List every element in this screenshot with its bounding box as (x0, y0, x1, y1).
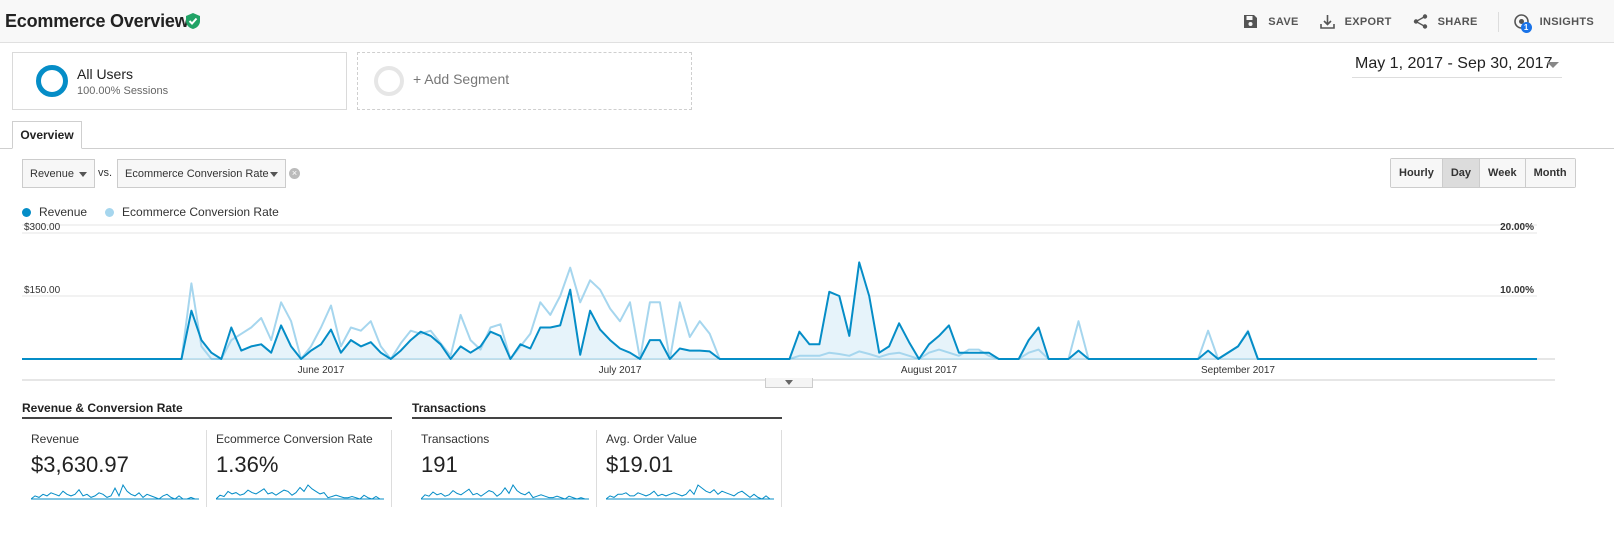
chart-legend: Revenue Ecommerce Conversion Rate (22, 205, 297, 219)
scorecard-conversion-rate[interactable]: Ecommerce Conversion Rate 1.36% (207, 430, 392, 507)
sparkline (421, 484, 589, 500)
save-button[interactable]: SAVE (1242, 13, 1298, 30)
scorecard-transactions[interactable]: Transactions 191 (412, 430, 597, 507)
x-axis-tick-label: September 2017 (1201, 365, 1275, 376)
scorecard-group-title: Transactions (412, 401, 782, 419)
x-axis-tick-label: June 2017 (298, 365, 345, 376)
legend-item-revenue: Revenue (22, 205, 87, 219)
actions-divider (1497, 11, 1499, 32)
verified-shield-icon (186, 13, 200, 29)
x-axis-tick-label: July 2017 (599, 365, 642, 376)
chevron-down-icon (79, 172, 87, 177)
scorecard-label: Ecommerce Conversion Rate (216, 432, 373, 446)
revenue-conversion-chart: $150.00 $300.00 10.00% 20.00% June 2017 July … (22, 222, 1555, 381)
time-granularity-toggle: Hourly Day Week Month (1390, 158, 1576, 188)
sparkline (31, 483, 199, 500)
scorecard-avg-order-value[interactable]: Avg. Order Value $19.01 (597, 430, 782, 507)
legend-label-revenue: Revenue (39, 205, 88, 219)
toggle-hourly[interactable]: Hourly (1391, 159, 1443, 187)
primary-metric-dropdown[interactable]: Revenue (22, 159, 95, 188)
scorecard-value: $19.01 (606, 452, 674, 477)
clear-secondary-metric-icon[interactable]: × (289, 168, 300, 179)
share-button[interactable]: SHARE (1412, 13, 1478, 30)
toggle-month[interactable]: Month (1525, 159, 1575, 187)
report-header: Ecommerce Overview SAVE EXPORT SHARE 1 I… (0, 0, 1614, 43)
sparkline (216, 484, 384, 500)
tab-divider (0, 148, 1614, 149)
revenue-area (22, 262, 1537, 359)
right-axis-tick-label: 10.00% (1500, 285, 1534, 296)
toggle-day[interactable]: Day (1442, 159, 1481, 187)
chevron-down-icon (1547, 62, 1559, 68)
scorecard-value: 1.36% (216, 452, 279, 477)
date-range-picker[interactable]: May 1, 2017 - Sep 30, 2017 (1352, 54, 1562, 78)
toggle-week[interactable]: Week (1480, 159, 1526, 187)
scorecard-revenue[interactable]: Revenue $3,630.97 (22, 430, 207, 507)
conversion-rate-line (22, 266, 1537, 360)
sparkline-path (421, 484, 589, 500)
left-axis-tick-label: $300.00 (24, 222, 61, 233)
revenue-line (22, 261, 1537, 360)
legend-label-conversion: Ecommerce Conversion Rate (122, 205, 279, 219)
secondary-metric-dropdown[interactable]: Ecommerce Conversion Rate (117, 159, 286, 188)
export-label: EXPORT (1344, 15, 1392, 28)
left-axis-tick-label: $150.00 (24, 285, 61, 296)
export-button[interactable]: EXPORT (1319, 13, 1392, 30)
insights-badge: 1 (1520, 21, 1532, 33)
date-range-label: May 1, 2017 - Sep 30, 2017 (1355, 55, 1553, 72)
add-segment-button[interactable]: + Add Segment (357, 52, 692, 110)
share-icon (1413, 14, 1427, 29)
save-icon (1244, 15, 1258, 28)
insights-label: INSIGHTS (1539, 15, 1594, 28)
right-axis-tick-label: 20.00% (1500, 222, 1534, 233)
legend-dot-conversion (105, 207, 115, 217)
add-segment-label: + Add Segment (413, 71, 510, 87)
scorecard-label: Avg. Order Value (606, 432, 697, 446)
tab-overview[interactable]: Overview (12, 121, 82, 149)
insights-icon-wrap: 1 (1513, 13, 1532, 33)
export-icon (1319, 15, 1335, 29)
segment-sessions: 100.00% Sessions (77, 85, 169, 97)
collapse-chart-handle[interactable] (765, 378, 813, 388)
empty-segment-ring-icon (374, 66, 404, 96)
share-label: SHARE (1437, 15, 1478, 28)
x-axis-tick-label: August 2017 (901, 365, 958, 376)
sparkline-path (31, 483, 199, 500)
header-actions: SAVE EXPORT SHARE 1 INSIGHTS (1242, 0, 1614, 43)
primary-metric-label: Revenue (30, 168, 75, 180)
segment-name: All Users (77, 66, 134, 82)
scorecard-label: Transactions (421, 432, 490, 446)
sparkline-path (606, 484, 774, 500)
scorecard-label: Revenue (31, 432, 80, 446)
insights-button[interactable]: 1 INSIGHTS (1513, 13, 1594, 33)
chevron-down-icon (270, 172, 278, 177)
vs-label: vs. (98, 167, 113, 179)
secondary-metric-label: Ecommerce Conversion Rate (125, 168, 269, 180)
page-title: Ecommerce Overview (5, 11, 189, 31)
segment-ring-icon (36, 65, 68, 97)
legend-dot-revenue (22, 207, 31, 217)
scorecard-group-title: Revenue & Conversion Rate (22, 401, 392, 419)
sparkline (606, 484, 774, 500)
legend-item-conversion: Ecommerce Conversion Rate (105, 205, 279, 219)
scorecard-value: $3,630.97 (31, 452, 129, 477)
sparkline-path (216, 484, 384, 500)
segment-all-users[interactable]: All Users 100.00% Sessions (12, 52, 347, 110)
scorecard-value: 191 (421, 452, 458, 477)
save-label: SAVE (1268, 15, 1299, 28)
